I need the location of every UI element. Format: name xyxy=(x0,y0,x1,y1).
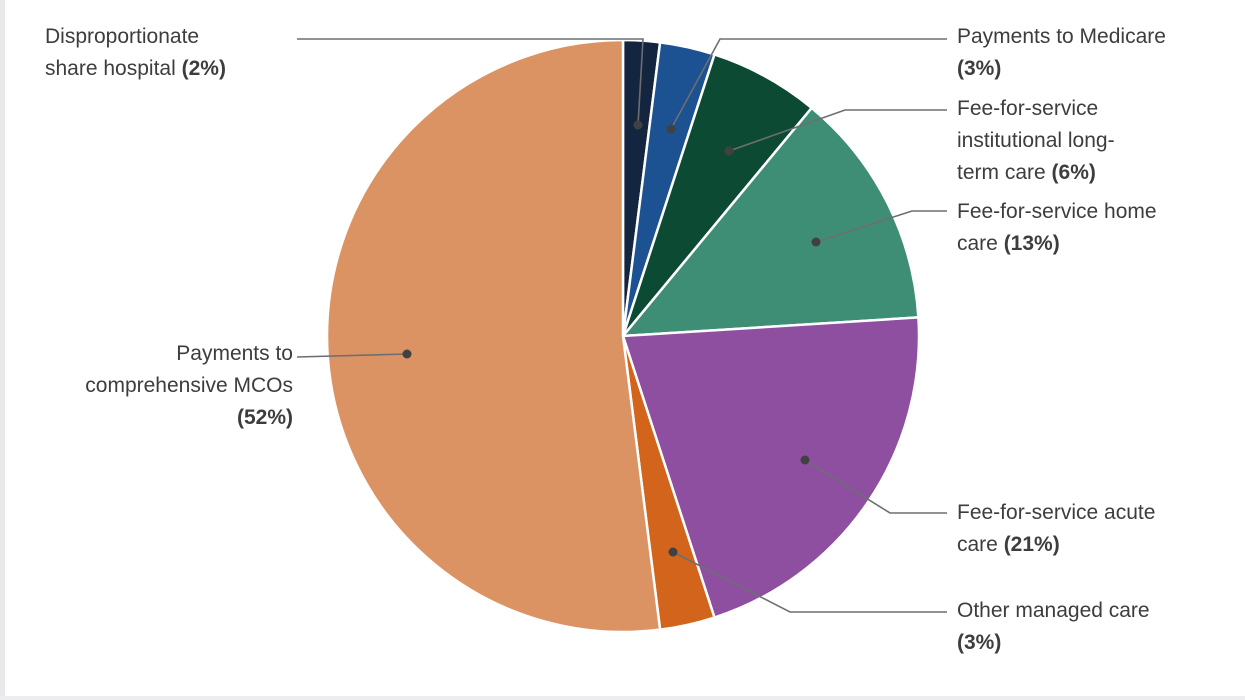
label-pct: (52%) xyxy=(236,406,293,429)
label-ffs-home-care: Fee-for-service home care (13%) xyxy=(957,196,1157,260)
label-line: term care (6%) xyxy=(957,161,1096,184)
label-line: Fee-for-service xyxy=(957,97,1099,120)
label-disproportionate-share-hospital: Disproportionate share hospital (2%) xyxy=(45,21,226,85)
leader-dot-4 xyxy=(800,455,810,465)
label-pct: (3%) xyxy=(957,57,1002,80)
label-line: care (13%) xyxy=(957,232,1060,255)
label-line: share hospital (2%) xyxy=(45,57,226,80)
label-line: (52%) xyxy=(85,402,293,434)
pie-slice-3 xyxy=(621,106,920,338)
pie-slice-6 xyxy=(325,38,662,634)
leader-line-5 xyxy=(672,551,947,613)
label-line: Disproportionate xyxy=(45,25,200,48)
page-edge-bottom xyxy=(0,696,1245,700)
label-line: Fee-for-service acute xyxy=(957,501,1156,524)
leader-line-2 xyxy=(728,109,947,152)
leader-dot-5 xyxy=(668,547,678,557)
label-line: Payments to Medicare xyxy=(957,25,1166,48)
label-line: (3%) xyxy=(957,53,1166,85)
leader-line-4 xyxy=(804,459,947,514)
label-ffs-acute-care: Fee-for-service acute care (21%) xyxy=(957,497,1155,561)
label-line: Payments to xyxy=(176,342,293,365)
pie-slice-4 xyxy=(621,316,921,619)
label-line: Fee-for-service home xyxy=(957,200,1157,223)
leader-line-6 xyxy=(296,353,408,358)
label-pct: (2%) xyxy=(181,57,226,80)
leader-dot-3 xyxy=(811,237,821,247)
label-payments-to-medicare: Payments to Medicare (3%) xyxy=(957,21,1166,85)
leader-dot-2 xyxy=(724,146,734,156)
label-line: Other managed care xyxy=(957,599,1150,622)
label-pct: (6%) xyxy=(1051,161,1096,184)
label-pct: (3%) xyxy=(957,631,1002,654)
label-ffs-institutional-long-term-care: Fee-for-service institutional long- term… xyxy=(957,93,1115,189)
leader-line-3 xyxy=(815,210,947,243)
leader-line-1 xyxy=(670,38,947,130)
label-line: institutional long- xyxy=(957,129,1115,152)
leader-dot-6 xyxy=(402,349,412,359)
leader-dot-1 xyxy=(666,124,676,134)
label-pct: (13%) xyxy=(1003,232,1060,255)
leader-line-0 xyxy=(297,38,644,126)
leader-dot-0 xyxy=(633,120,643,130)
label-line: care (21%) xyxy=(957,533,1060,556)
label-pct: (21%) xyxy=(1003,533,1060,556)
page-edge-left xyxy=(0,0,5,700)
label-line: comprehensive MCOs xyxy=(85,374,293,397)
label-comprehensive-mcos: Payments to comprehensive MCOs (52%) xyxy=(85,338,293,434)
label-other-managed-care: Other managed care (3%) xyxy=(957,595,1150,659)
label-line: (3%) xyxy=(957,627,1150,659)
